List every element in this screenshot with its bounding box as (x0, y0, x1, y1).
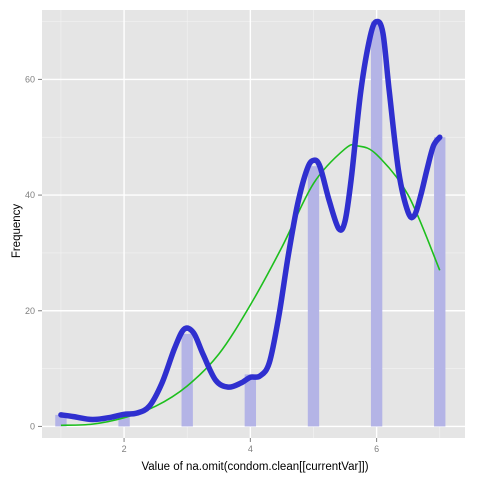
histogram-bar (307, 166, 320, 427)
histogram-bar (118, 414, 130, 427)
x-axis-title: Value of na.omit(condom.clean[[currentVa… (141, 461, 368, 473)
x-tick-label: 6 (374, 444, 379, 454)
histogram-bar (434, 137, 446, 427)
density-line (58, 18, 443, 423)
y-tick-label: 60 (25, 74, 35, 84)
y-axis-title: Frequency (11, 204, 23, 259)
histogram-bar (370, 21, 383, 427)
y-tick-label: 0 (30, 421, 35, 431)
histogram-bar (181, 333, 193, 427)
histogram-bar (55, 414, 67, 427)
histogram-bars (55, 21, 446, 427)
x-tick-label: 4 (248, 444, 253, 454)
histogram-bar (244, 374, 257, 427)
axis-ticks (38, 78, 378, 442)
y-tick-label: 20 (25, 306, 35, 316)
y-tick-label: 40 (25, 190, 35, 200)
x-tick-label: 2 (122, 444, 127, 454)
plot-panel (42, 10, 465, 438)
